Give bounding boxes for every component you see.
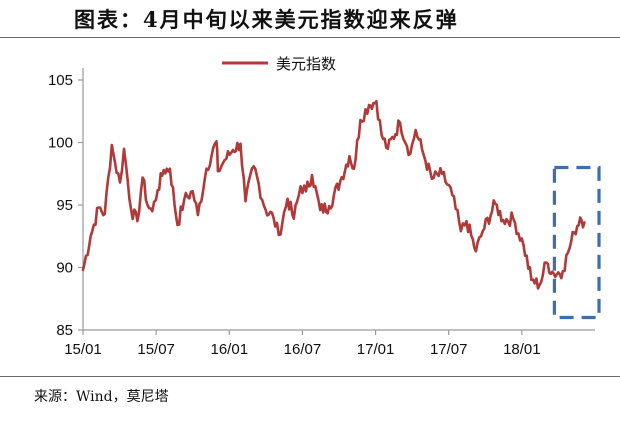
x-tick-label: 17/01 <box>357 341 395 358</box>
x-tick-label: 15/07 <box>137 341 175 358</box>
x-tick-label: 18/01 <box>503 341 541 358</box>
chart-title: 图表：4月中旬以来美元指数迎来反弹 <box>74 7 459 32</box>
y-tick-marks <box>78 79 83 331</box>
x-tick-label: 16/01 <box>211 341 249 358</box>
legend-label: 美元指数 <box>276 55 336 73</box>
x-tick-labels: 15/01 15/07 16/01 16/07 17/01 17/07 18/01 <box>64 341 540 358</box>
series-line-dollar-index <box>81 100 586 290</box>
y-tick-label: 85 <box>56 322 73 339</box>
y-tick-labels: 85 90 95 100 105 <box>48 72 73 339</box>
y-tick-label: 105 <box>48 72 73 89</box>
footer-divider <box>0 376 620 377</box>
y-tick-label: 90 <box>56 260 73 277</box>
x-tick-marks <box>82 330 523 335</box>
source-note: 来源：Wind，莫尼塔 <box>34 389 169 405</box>
highlight-box <box>552 165 601 320</box>
y-tick-label: 95 <box>56 197 73 214</box>
x-tick-label: 15/01 <box>64 341 102 358</box>
x-tick-label: 16/07 <box>284 341 322 358</box>
x-tick-label: 17/07 <box>430 341 468 358</box>
y-tick-label: 100 <box>48 135 73 152</box>
legend: 美元指数 <box>222 55 336 73</box>
title-bar: 图表：4月中旬以来美元指数迎来反弹 <box>0 0 620 38</box>
